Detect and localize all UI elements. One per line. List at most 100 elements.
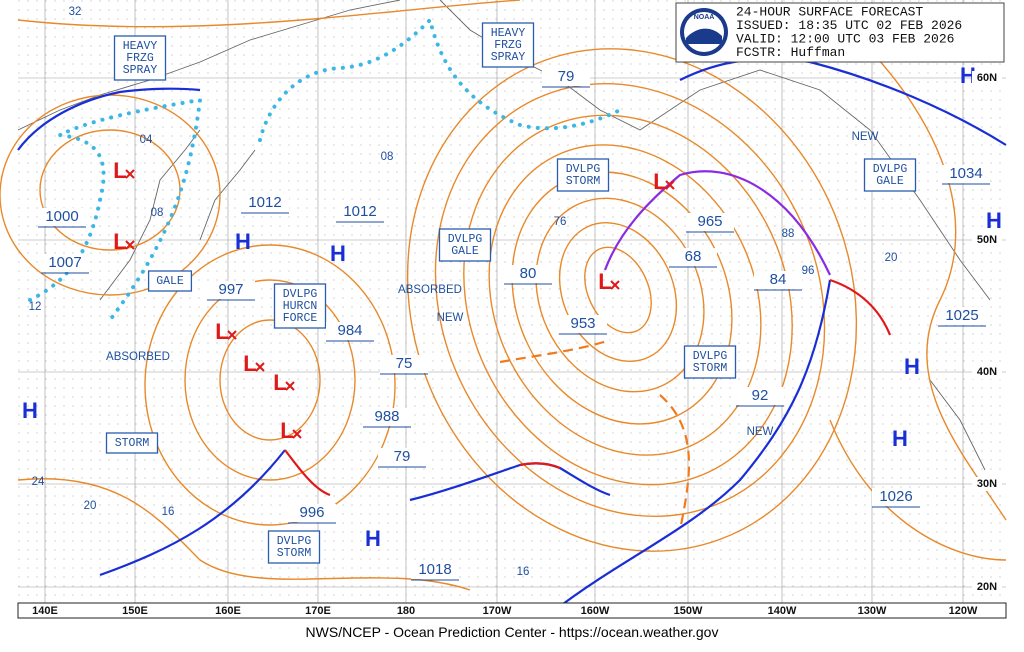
lon-label: 150E [122, 605, 148, 617]
status-note: ABSORBED [106, 351, 170, 363]
lat-label: 20N [977, 581, 997, 593]
low-cross [610, 280, 620, 290]
lat-label-bg [972, 477, 1002, 491]
status-note: NEW [852, 131, 879, 143]
footer: NWS/NCEP - Ocean Prediction Center - htt… [305, 624, 719, 640]
pressure-label-bg [938, 307, 986, 325]
pressure-label: 984 [337, 322, 362, 339]
lon-label: 150W [674, 605, 703, 617]
pressure-label-bg [872, 488, 920, 506]
isobar-label: 20 [885, 252, 898, 264]
low-center: L [598, 269, 611, 294]
warning-text: GALE [451, 245, 479, 258]
pressure-label-bg [736, 387, 784, 405]
warning-box [147, 270, 193, 292]
fronts [17, 57, 1007, 611]
warning-text: HURCN [283, 300, 318, 313]
warning-text: SPRAY [491, 51, 526, 64]
warning-box [556, 158, 610, 192]
header-line: FCSTR: Huffman [736, 45, 845, 60]
pressure-label-bg [207, 281, 255, 299]
low-center: L [280, 418, 293, 443]
isobar-label: 32 [69, 6, 82, 18]
pressure-label: 75 [396, 355, 413, 372]
warning-text: HEAVY [491, 27, 526, 40]
high-center: H [892, 426, 908, 451]
pressure-label-bg [380, 355, 428, 373]
low-cross [125, 240, 135, 250]
low-cross [125, 169, 135, 179]
pressure-label: 1012 [248, 194, 281, 211]
low-center: L [653, 169, 666, 194]
lat-lon-grid [18, 0, 1006, 605]
low-cross [227, 330, 237, 340]
lat-label-bg [972, 233, 1002, 247]
isobar-label: 76 [554, 216, 567, 228]
warning-text: FORCE [283, 312, 318, 325]
header-line: VALID: 12:00 UTC 03 FEB 2026 [736, 31, 954, 46]
pressure-label-bg [411, 561, 459, 579]
warning-text: DVLPG [693, 350, 728, 363]
pressure-label: 1018 [418, 561, 451, 578]
lon-label: 130W [858, 605, 887, 617]
pressure-label-bg [378, 448, 426, 466]
high-center: H [986, 208, 1002, 233]
isobar-label: 24 [32, 476, 45, 488]
pressure-label-bg [669, 248, 717, 266]
pressure-label-bg [38, 208, 86, 226]
high-center: H [330, 241, 346, 266]
warning-box [683, 345, 737, 379]
lon-label: 160W [581, 605, 610, 617]
pressure-label-bg [504, 265, 552, 283]
lon-label: 180 [397, 605, 415, 617]
isobar-label: 20 [84, 500, 97, 512]
pressure-label: 1026 [879, 488, 912, 505]
lon-label: 170W [483, 605, 512, 617]
lon-label: 160E [215, 605, 241, 617]
isobar-label: 12 [29, 301, 42, 313]
warning-text: DVLPG [277, 535, 312, 548]
warning-box [438, 228, 492, 262]
pressure-label-bg [363, 408, 411, 426]
pressure-label-bg [326, 322, 374, 340]
pressure-label-bg [542, 68, 590, 86]
high-center: H [365, 526, 381, 551]
pressure-label: 988 [374, 408, 399, 425]
warning-text: FRZG [126, 52, 154, 65]
pressure-label: 79 [558, 68, 575, 85]
pressure-label: 68 [685, 248, 702, 265]
pressure-label-bg [41, 254, 89, 272]
header-line: 24-HOUR SURFACE FORECAST [736, 4, 923, 19]
pressure-label: 92 [752, 387, 769, 404]
header-line: ISSUED: 18:35 UTC 02 FEB 2026 [736, 18, 962, 33]
header-panel: NOAA [675, 2, 1005, 63]
warning-box [481, 22, 535, 68]
status-note: NEW [437, 312, 464, 324]
pressure-label: 997 [218, 281, 243, 298]
lon-label: 120W [949, 605, 978, 617]
low-center: L [215, 319, 228, 344]
warning-text: FRZG [494, 39, 522, 52]
map-background [18, 0, 1006, 605]
warning-text: STORM [566, 175, 601, 188]
pressure-label-bg [336, 203, 384, 221]
isobar-label: 88 [782, 228, 795, 240]
high-center: H [235, 229, 251, 254]
pressure-label-bg [559, 315, 607, 333]
warning-box [105, 432, 159, 454]
high-center: H [904, 354, 920, 379]
pressure-label-bg [942, 165, 990, 183]
lat-label: 40N [977, 366, 997, 378]
coastlines [17, 0, 991, 471]
warning-text: HEAVY [123, 40, 158, 53]
pressure-label: 1025 [945, 307, 978, 324]
warning-text: STORM [115, 437, 150, 450]
pressure-label: 1007 [48, 254, 81, 271]
high-center: H [960, 63, 976, 88]
pressure-label: 965 [697, 213, 722, 230]
lat-label-bg [972, 365, 1002, 379]
status-note: ABSORBED [398, 284, 462, 296]
lat-label: 60N [977, 72, 997, 84]
pressure-label-bg [241, 194, 289, 212]
